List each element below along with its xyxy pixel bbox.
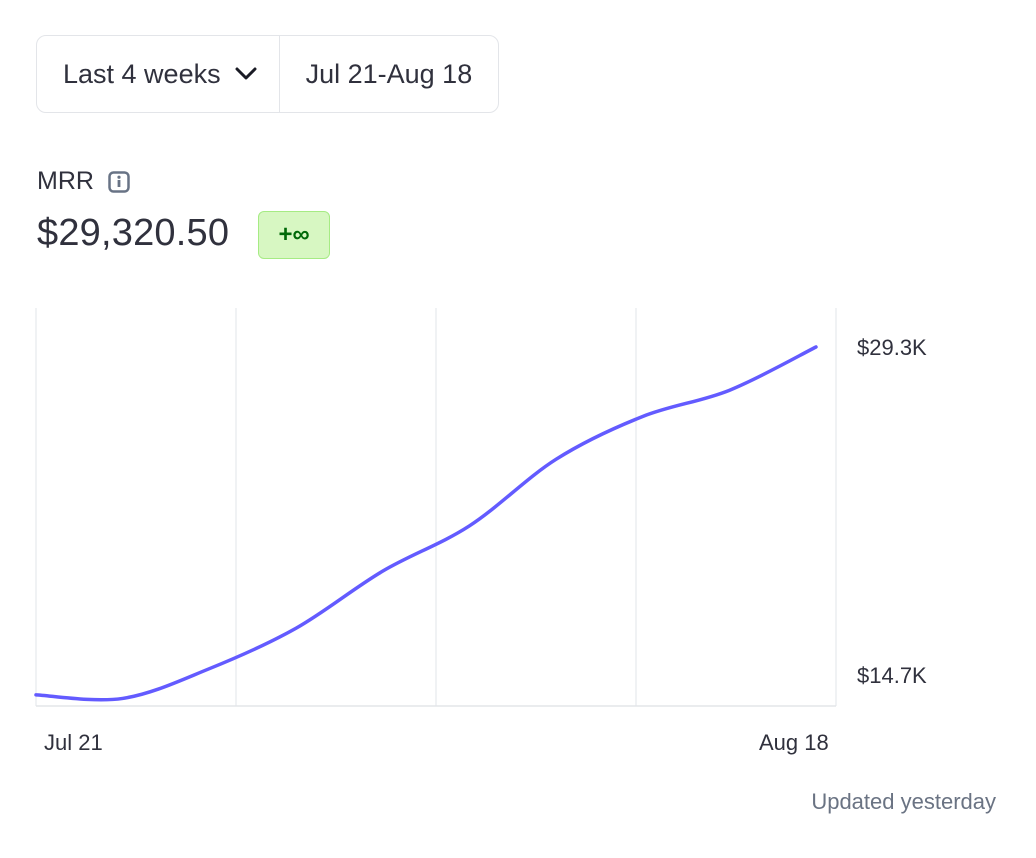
metric-label: MRR [37,167,94,195]
y-axis-label: $29.3K [857,335,927,360]
updated-timestamp: Updated yesterday [811,789,996,814]
x-axis-label-end: Aug 18 [759,730,829,755]
range-preset-dropdown[interactable]: Last 4 weeks [37,36,280,112]
metric-value: $29,320.50 [37,212,230,254]
date-range-picker: Last 4 weeks Jul 21-Aug 18 [36,35,500,113]
change-badge: +∞ [258,211,330,259]
metric-header: MRR [37,167,130,196]
y-axis-label: $14.7K [857,663,927,688]
date-range-label: Jul 21-Aug 18 [305,58,473,89]
x-axis-label-start: Jul 21 [44,730,103,755]
range-preset-label: Last 4 weeks [63,58,221,89]
series-line [34,345,818,702]
chevron-down-icon [235,67,257,81]
info-icon[interactable] [108,170,130,193]
date-range-button[interactable]: Jul 21-Aug 18 [280,36,499,112]
mrr-chart: $29.3K $14.7K [34,308,927,707]
